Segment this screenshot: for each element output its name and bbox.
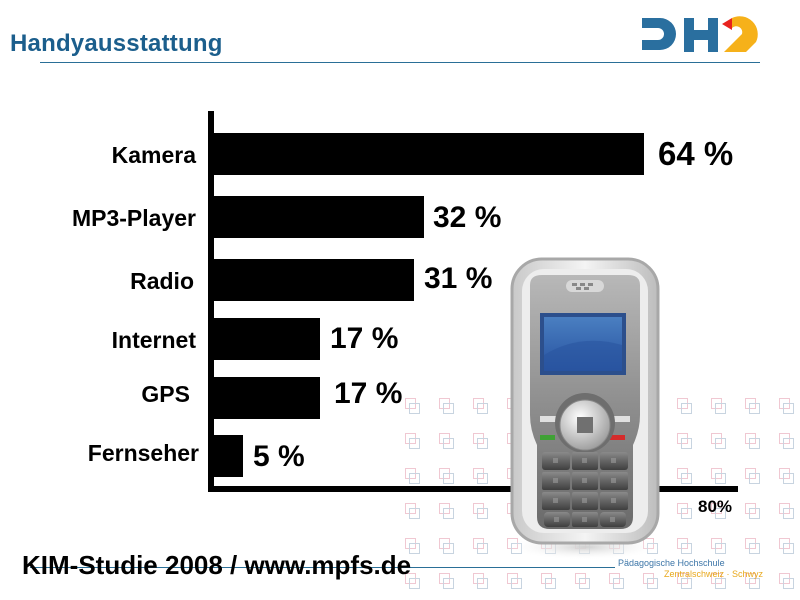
watermark-square-icon — [745, 398, 760, 414]
watermark-square-icon — [779, 468, 794, 484]
watermark-square-icon — [405, 573, 420, 589]
watermark-square-icon — [711, 433, 726, 449]
category-label-gps: GPS — [141, 381, 190, 407]
watermark-square-icon — [507, 573, 522, 589]
watermark-square-icon — [677, 468, 692, 484]
watermark-square-icon — [439, 503, 454, 519]
watermark-square-icon — [405, 538, 420, 554]
watermark-square-icon — [473, 538, 488, 554]
watermark-square-icon — [677, 433, 692, 449]
value-label-mp3-player: 32 % — [433, 201, 502, 234]
watermark-square-icon — [405, 503, 420, 519]
category-label-mp3-player: MP3-Player — [71, 205, 196, 231]
watermark-square-icon — [439, 573, 454, 589]
watermark-square-icon — [677, 398, 692, 414]
footer-rule — [30, 567, 615, 568]
watermark-square-icon — [609, 573, 624, 589]
watermark-square-icon — [439, 538, 454, 554]
phz-logo-icon — [642, 16, 758, 53]
mobile-phone-icon — [507, 257, 663, 560]
watermark-square-icon — [405, 468, 420, 484]
watermark-square-icon — [473, 398, 488, 414]
title-underline — [40, 62, 760, 63]
watermark-square-icon — [745, 503, 760, 519]
watermark-square-icon — [677, 573, 692, 589]
watermark-square-icon — [745, 538, 760, 554]
bar-mp3-player — [214, 196, 424, 238]
watermark-square-icon — [745, 573, 760, 589]
bar-radio — [214, 259, 414, 301]
watermark-square-icon — [779, 433, 794, 449]
category-label-internet: Internet — [111, 327, 196, 353]
watermark-square-icon — [711, 468, 726, 484]
watermark-square-icon — [405, 398, 420, 414]
watermark-square-icon — [473, 468, 488, 484]
watermark-square-icon — [439, 468, 454, 484]
watermark-square-icon — [711, 503, 726, 519]
watermark-square-icon — [405, 433, 420, 449]
watermark-square-icon — [711, 538, 726, 554]
value-label-internet: 17 % — [330, 322, 399, 355]
watermark-square-icon — [473, 433, 488, 449]
institution-name: Pädagogische Hochschule — [618, 558, 725, 568]
watermark-square-icon — [541, 573, 556, 589]
watermark-square-icon — [643, 573, 658, 589]
institution-location: Zentralschweiz · Schwyz — [664, 569, 764, 579]
source-caption: KIM-Studie 2008 / www.mpfs.de — [22, 550, 412, 580]
watermark-square-icon — [575, 573, 590, 589]
value-label-radio: 31 % — [424, 262, 493, 295]
watermark-square-icon — [473, 503, 488, 519]
watermark-square-icon — [677, 503, 692, 519]
value-label-fernseher: 5 % — [253, 440, 305, 473]
watermark-square-icon — [779, 398, 794, 414]
watermark-square-icon — [711, 573, 726, 589]
value-label-kamera: 64 % — [658, 135, 734, 172]
watermark-square-icon — [711, 398, 726, 414]
watermark-square-icon — [439, 398, 454, 414]
watermark-square-icon — [779, 538, 794, 554]
watermark-square-icon — [439, 433, 454, 449]
watermark-square-icon — [779, 503, 794, 519]
category-label-fernseher: Fernseher — [87, 440, 199, 466]
category-label-kamera: Kamera — [111, 142, 196, 168]
value-label-gps: 17 % — [334, 377, 403, 410]
x-axis — [208, 486, 738, 492]
bar-gps — [214, 377, 320, 419]
bar-fernseher — [214, 435, 243, 477]
bar-internet — [214, 318, 320, 360]
watermark-square-icon — [779, 573, 794, 589]
y-axis — [208, 111, 214, 491]
x-axis-max-label: 80% — [698, 497, 733, 516]
bar-kamera — [214, 133, 644, 175]
watermark-square-icon — [473, 573, 488, 589]
slide-title: Handyausstattung — [10, 30, 223, 57]
category-label-radio: Radio — [130, 268, 194, 294]
watermark-square-icon — [677, 538, 692, 554]
watermark-square-icon — [745, 433, 760, 449]
watermark-square-icon — [745, 468, 760, 484]
